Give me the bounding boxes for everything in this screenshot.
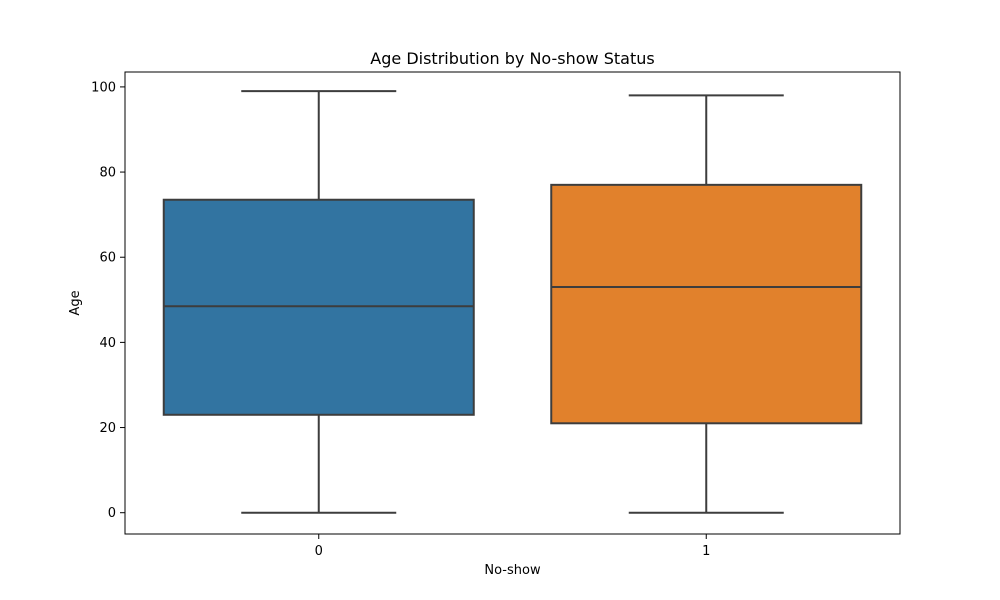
box-iqr: [550, 183, 863, 425]
x-tick-label: 1: [702, 544, 710, 559]
plot-area: [162, 90, 863, 514]
box-group-0: [162, 90, 475, 514]
box-iqr: [162, 198, 475, 416]
y-tick-label: 0: [108, 506, 116, 521]
y-axis-label: Age: [68, 290, 83, 315]
plot-frame: [124, 71, 901, 535]
y-tick-label: 80: [99, 166, 116, 181]
y-tick-label: 40: [99, 336, 116, 351]
y-tick-label: 20: [99, 421, 116, 436]
chart-title: Age Distribution by No-show Status: [370, 49, 654, 68]
x-tick-label: 0: [315, 544, 323, 559]
x-axis-label: No-show: [484, 563, 541, 578]
y-tick-label: 100: [91, 80, 116, 95]
box-group-1: [550, 94, 863, 514]
y-tick-label: 60: [99, 251, 116, 266]
y-axis: 0 20 40 60 80 100: [91, 80, 125, 521]
